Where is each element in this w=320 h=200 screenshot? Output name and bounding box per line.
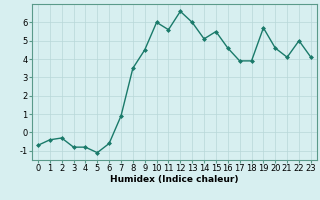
X-axis label: Humidex (Indice chaleur): Humidex (Indice chaleur) <box>110 175 239 184</box>
